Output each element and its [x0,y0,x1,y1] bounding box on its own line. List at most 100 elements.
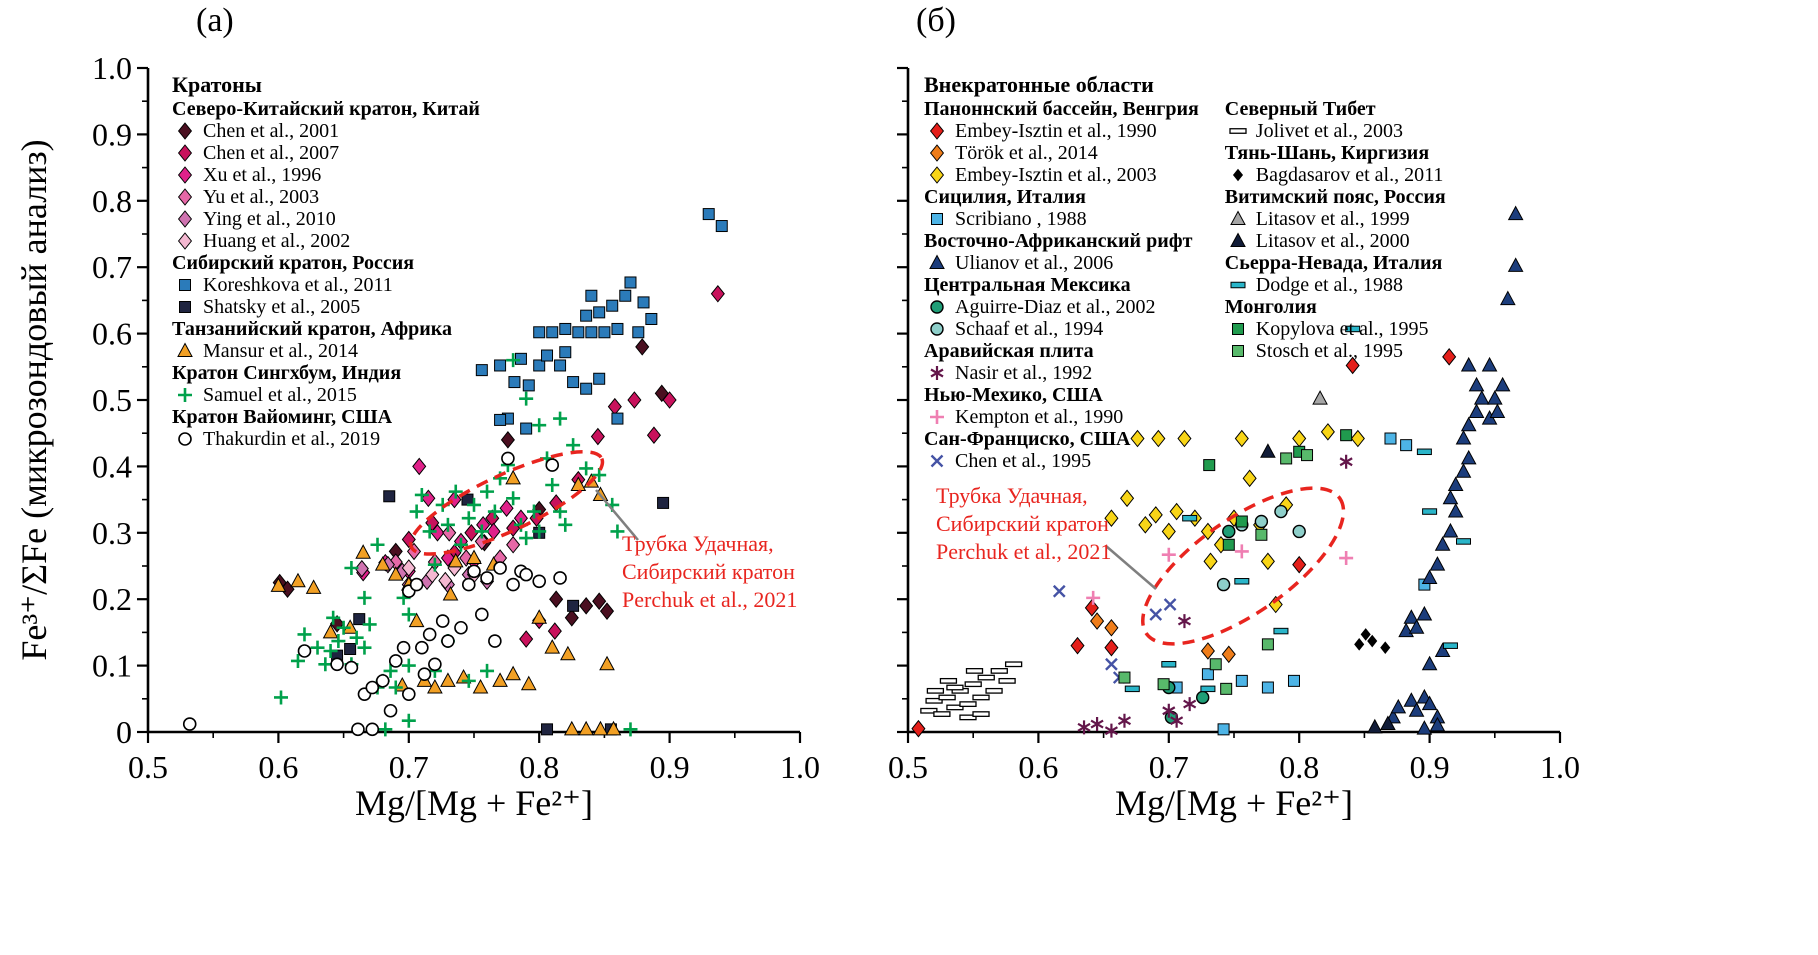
legend-item-label: Embey-Isztin et al., 2003 [955,163,1157,186]
y-tick-label: 0 [116,714,132,750]
x-tick-label: 0.7 [1149,749,1189,785]
x-tick-label: 0.9 [650,749,690,785]
legend-item-label: Litasov et al., 1999 [1255,207,1410,230]
legend-item-label: Scribiano , 1988 [955,207,1087,230]
annotation-udachnaya-b: Трубка Удачная, Сибирский кратон Perchuk… [936,483,1112,564]
legend-item-label: Huang et al., 2002 [203,229,351,252]
plus-marker-icon [930,410,944,424]
legend-item: Mansur et al., 2014 [172,340,480,362]
legend-columns-b: Паноннский бассейн, Венгрия Embey-Isztin … [924,98,1446,472]
legend-columns-a: Северо-Китайский кратон, Китай Chen et al… [172,98,480,450]
legend-group-header: Северный Тибет [1224,98,1376,120]
x-tick-label: 0.5 [888,749,928,785]
legend-group-header: Тянь-Шань, Киргизия [1224,142,1430,164]
legend-group-header: Витимский пояс, Россия [1224,186,1446,208]
legend-item-label: Schaaf et al., 1994 [955,317,1104,340]
x-tick-label: 0.6 [258,749,298,785]
legend-item-label: Aguirre-Diaz et al., 2002 [955,295,1156,318]
legend-item-label: Shatsky et al., 2005 [203,295,361,318]
legend-panel-b: Внекратонные области Паноннский бассейн,… [924,72,1446,472]
legend-item: Chen et al., 1995 [924,450,1199,472]
diamond-marker-icon [177,144,193,162]
legend-group-header: Сицилия, Италия [924,186,1086,208]
legend-group-header: Паноннский бассейн, Венгрия [924,98,1199,120]
y-tick-label: 0.8 [92,183,132,219]
diamond-marker-icon [177,232,193,250]
y-tick-label: 0.9 [92,116,132,152]
legend-item: Kempton et al., 1990 [924,406,1199,428]
legend-item: Kopylova et al., 1995 [1225,318,1446,340]
legend-item: Chen et al., 2001 [172,120,480,142]
legend-group-header: Монголия [1224,296,1317,318]
series-stosch-et-al-1995 [1118,449,1314,695]
circle-marker-icon [930,322,944,336]
legend-item-label: Embey-Isztin et al., 1990 [955,119,1157,142]
legend-column: Паноннский бассейн, Венгрия Embey-Isztin … [924,98,1199,472]
legend-item-label: Chen et al., 2001 [203,119,340,142]
legend-column: Северо-Китайский кратон, Китай Chen et al… [172,98,480,450]
panel-a-label: (а) [196,2,234,39]
legend-item: Yu et al., 2003 [172,186,480,208]
legend-group-header: Северо-Китайский кратон, Китай [172,98,480,120]
x-tick-label: 0.8 [519,749,559,785]
x-tick-label: 0.9 [1410,749,1450,785]
annotation-leader-line [1105,545,1157,590]
series-litasov-et-al-1999 [1312,390,1328,405]
x-tick-label: 1.0 [780,749,820,785]
legend-item-label: Kopylova et al., 1995 [1255,317,1429,340]
x-tick-label: 0.8 [1279,749,1319,785]
legend-item-label: Yu et al., 2003 [203,185,320,208]
legend-item: Nasir et al., 1992 [924,362,1199,384]
legend-item: Litasov et al., 1999 [1225,208,1446,230]
series-litasov-et-al-2000 [1260,443,1396,734]
square-marker-icon [931,213,943,225]
plus-marker-icon [178,388,192,402]
y-tick-label: 0.5 [92,382,132,418]
legend-item: Dodge et al., 1988 [1225,274,1446,296]
series-schaaf-et-al-1994 [1216,504,1306,592]
y-tick-label: 1.0 [92,50,132,86]
square-marker-icon [1231,323,1244,335]
legend-group-header: Сибирский кратон, Россия [172,252,415,274]
panel-b-label: (б) [916,2,956,39]
x-marker-icon [930,454,944,468]
legend-group-header: Центральная Мексика [924,274,1131,296]
series-scribiano-1988 [1170,432,1431,736]
axes-panel-0: 0.5 0.6 0.7 0.8 0.9 1.0 0 0.1 0.2 0.3 0.4 0.5 0.6 0.7… [92,50,820,785]
triangle-marker-icon [1229,232,1246,247]
legend-item: Bagdasarov et al., 2011 [1225,164,1446,186]
diamond-marker-icon [177,210,193,228]
legend-column: Северный Тибет Jolivet et al., 2003 Тянь-Ш… [1225,98,1446,472]
legend-group-header: Танзанийский кратон, Африка [172,318,453,340]
square-marker-icon [1231,345,1244,357]
diamond-marker-icon [177,166,193,184]
legend-item-label: Jolivet et al., 2003 [1255,119,1403,142]
annotation-udachnaya-a: Трубка Удачная, Сибирский кратон Perchuk… [622,531,798,612]
y-axis-label: Fe³⁺/ΣFe (микрозондовый анализ) [14,139,54,661]
diamond-marker-icon [177,122,193,140]
x-axis-label-b: Mg/[Mg + Fe²⁺] [1114,783,1354,823]
dash-open-marker-icon [1229,128,1247,134]
legend-item-label: Török et al., 2014 [955,141,1098,164]
diamond-small-marker-icon [1232,168,1243,182]
legend-item-label: Chen et al., 1995 [955,449,1092,472]
legend-item: Schaaf et al., 1994 [924,318,1199,340]
legend-item: Shatsky et al., 2005 [172,296,480,318]
legend-item-label: Xu et al., 1996 [203,163,322,186]
legend-group-header: Восточно-Африканский рифт [924,230,1193,252]
star-marker-icon [930,366,944,380]
series-jolivet-et-al-2003 [920,661,1023,721]
series-dodge-et-al-1988 [1124,325,1472,693]
legend-item: Xu et al., 1996 [172,164,480,186]
legend-group-header: Аравийская плита [924,340,1094,362]
x-tick-label: 0.7 [389,749,429,785]
legend-item: Scribiano , 1988 [924,208,1199,230]
diamond-marker-icon [177,188,193,206]
triangle-marker-icon [1229,210,1246,225]
legend-group-header: Сьерра-Невада, Италия [1224,252,1443,274]
series-kempton-et-al-1990 [1086,544,1354,605]
axes-panel-1: 0.5 0.6 0.7 0.8 0.9 1.0 [888,66,1580,785]
y-tick-label: 0.2 [92,581,132,617]
